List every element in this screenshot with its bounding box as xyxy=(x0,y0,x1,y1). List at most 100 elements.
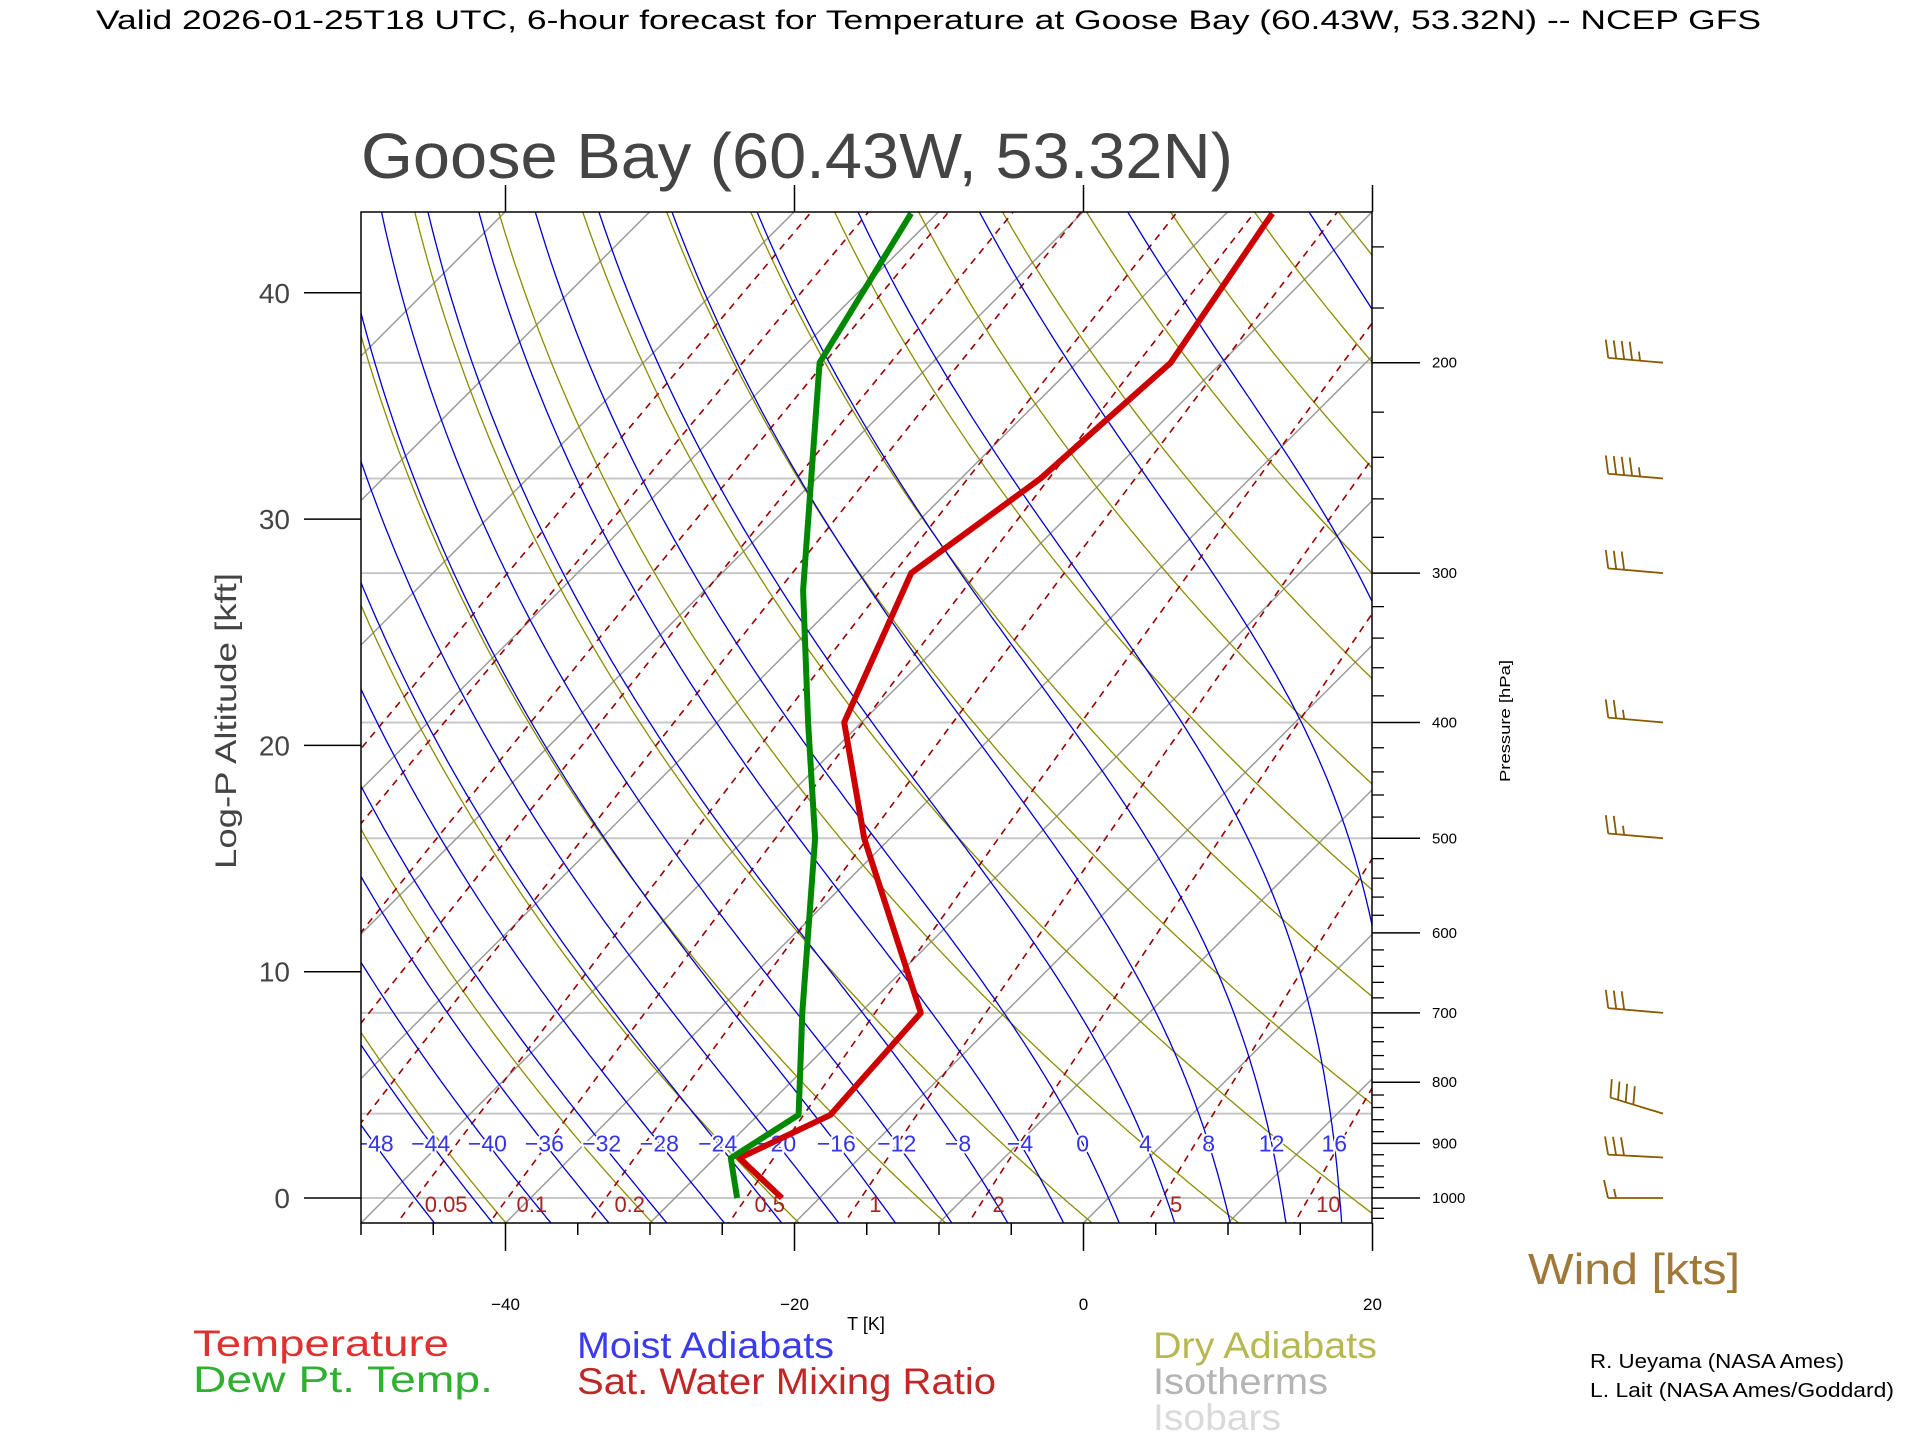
mixing-ratio-line xyxy=(1146,857,1372,1223)
credit-line-2: L. Lait (NASA Ames/Goddard) xyxy=(1590,1380,1894,1402)
dry-adiabat-line xyxy=(361,603,801,1223)
pressure-tick-label: 700 xyxy=(1432,1005,1457,1022)
moist-adiabat-line xyxy=(361,1043,494,1223)
wind-barb-full xyxy=(1604,1136,1609,1155)
wind-barb-shaft xyxy=(1610,1096,1664,1115)
x-tick-label: 20 xyxy=(1363,1295,1382,1314)
wind-barb-full xyxy=(1612,1136,1617,1156)
moist-adiabat-line xyxy=(361,961,552,1223)
mixing-ratio-label: 2 xyxy=(993,1192,1005,1217)
wind-barb-half xyxy=(1613,1188,1617,1199)
moist-adiabat-line xyxy=(361,459,840,1223)
wind-barb-full xyxy=(1612,456,1618,475)
mixing-ratio-label: 10 xyxy=(1316,1192,1340,1217)
altitude-tick-label: 30 xyxy=(259,504,290,535)
legend-moist-adiabats: Moist Adiabats xyxy=(577,1325,834,1366)
moist-adiabat-label: −28 xyxy=(640,1130,679,1156)
y2-axis-label: Pressure [hPa] xyxy=(1497,660,1514,782)
wind-barb-full xyxy=(1603,1179,1609,1199)
wind-barb-full xyxy=(1612,990,1618,1009)
wind-barb xyxy=(1609,1079,1664,1115)
wind-barb-shaft xyxy=(1608,357,1664,364)
moist-adiabat-line xyxy=(361,784,668,1223)
moist-adiabat-line xyxy=(1126,212,1372,603)
dry-adiabat-line xyxy=(361,333,947,1223)
isotherm-line xyxy=(504,355,1372,1223)
dry-adiabat-line xyxy=(1478,178,1920,1229)
isotherm-line xyxy=(361,212,1085,936)
moist-adiabat-label: −32 xyxy=(582,1130,621,1156)
dry-adiabat-line xyxy=(1169,212,1372,469)
wind-barb xyxy=(1604,1136,1664,1159)
moist-adiabat-label: 8 xyxy=(1202,1130,1215,1156)
altitude-tick-label: 10 xyxy=(259,957,290,988)
isotherm-line xyxy=(361,212,1372,1223)
mixing-ratio-line xyxy=(361,212,950,934)
wind-barb-full xyxy=(1612,340,1618,359)
axes: −40 −20 0 200102030402003004005006007008009… xyxy=(259,185,1465,1314)
moist-adiabat-line xyxy=(361,875,610,1223)
wind-barb-full xyxy=(1620,991,1626,1010)
wind-barb-full xyxy=(1628,457,1634,476)
dry-adiabat-line xyxy=(0,178,364,1229)
dry-adiabat-line xyxy=(1085,212,1372,575)
wind-barb-full xyxy=(1609,1079,1613,1098)
moist-adiabat-line xyxy=(598,212,1176,1223)
wind-barb-full xyxy=(1620,340,1626,360)
wind-barb-full xyxy=(1620,551,1626,570)
legend-isotherms: Isotherms xyxy=(1153,1361,1328,1402)
wind-barb-full xyxy=(1604,815,1610,834)
isotherm-line xyxy=(0,178,106,1229)
wind-barb-half xyxy=(1622,709,1626,720)
wind-barb-full xyxy=(1632,1086,1636,1105)
moist-adiabat-line xyxy=(427,212,1009,1223)
dry-adiabat-line xyxy=(1643,178,1920,1229)
dry-adiabat-line xyxy=(1253,212,1372,363)
line-labels: 0.05 0.1 0.2 0.5 1 2 5 10−48 −44 −40 −36 −32 −28 −24−… xyxy=(361,1128,1349,1217)
dry-adiabat-line xyxy=(414,212,1094,1223)
moist-adiabat-label: 0 xyxy=(1076,1130,1089,1156)
dry-adiabat-line xyxy=(582,212,1372,1214)
wind-barb-full xyxy=(1617,1081,1621,1100)
x-axis-label: T [K] xyxy=(847,1314,885,1334)
dry-adiabat-line xyxy=(1395,178,1920,1229)
legend-dewpoint: Dew Pt. Temp. xyxy=(193,1359,493,1400)
legend-temperature: Temperature xyxy=(193,1323,449,1364)
wind-barb-shaft xyxy=(1608,1153,1664,1159)
moist-adiabat-line xyxy=(361,1123,436,1223)
dry-adiabat-line xyxy=(1337,212,1372,257)
x-tick-label: −20 xyxy=(780,1295,809,1314)
x-tick-label: 0 xyxy=(1079,1295,1088,1314)
pressure-tick-label: 600 xyxy=(1432,925,1457,942)
wind-barb-half xyxy=(1637,467,1641,477)
moist-adiabat-label: −12 xyxy=(877,1130,916,1156)
moist-adiabat-line xyxy=(978,212,1372,928)
moist-adiabat-line xyxy=(756,212,1287,1223)
pressure-tick-label: 1000 xyxy=(1432,1190,1465,1207)
x-tick-label: −40 xyxy=(491,1295,520,1314)
wind-barb-full xyxy=(1624,1083,1629,1103)
moist-adiabat-line xyxy=(361,310,897,1223)
dry-adiabat-line xyxy=(917,212,1372,785)
legend-dry-adiabats: Dry Adiabats xyxy=(1153,1325,1377,1366)
y-axis-label: Log-P Altitude [kft] xyxy=(210,573,243,869)
mixing-ratio-line xyxy=(396,212,1179,1223)
isotherm-line xyxy=(1082,933,1372,1223)
altitude-tick-label: 40 xyxy=(259,278,290,309)
moist-adiabat-line xyxy=(361,580,783,1223)
pressure-tick-label: 500 xyxy=(1432,830,1457,847)
page-title: Valid 2026-01-25T18 UTC, 6-hour forecast… xyxy=(96,5,1761,35)
wind-barb xyxy=(1604,989,1664,1014)
profiles xyxy=(727,212,1275,1201)
isotherm-line xyxy=(1226,1077,1372,1223)
mixing-ratio-line xyxy=(586,212,1339,1223)
moist-adiabat-line xyxy=(380,212,953,1223)
wind-barb xyxy=(1604,815,1664,840)
isotherm-line xyxy=(1371,1222,1372,1223)
wind-barb-shaft xyxy=(1608,1007,1664,1014)
wind-barbs xyxy=(1603,339,1664,1199)
dry-adiabat-line xyxy=(1725,178,1920,1229)
mixing-ratio-line xyxy=(967,612,1372,1223)
dry-adiabat-line xyxy=(361,827,654,1223)
